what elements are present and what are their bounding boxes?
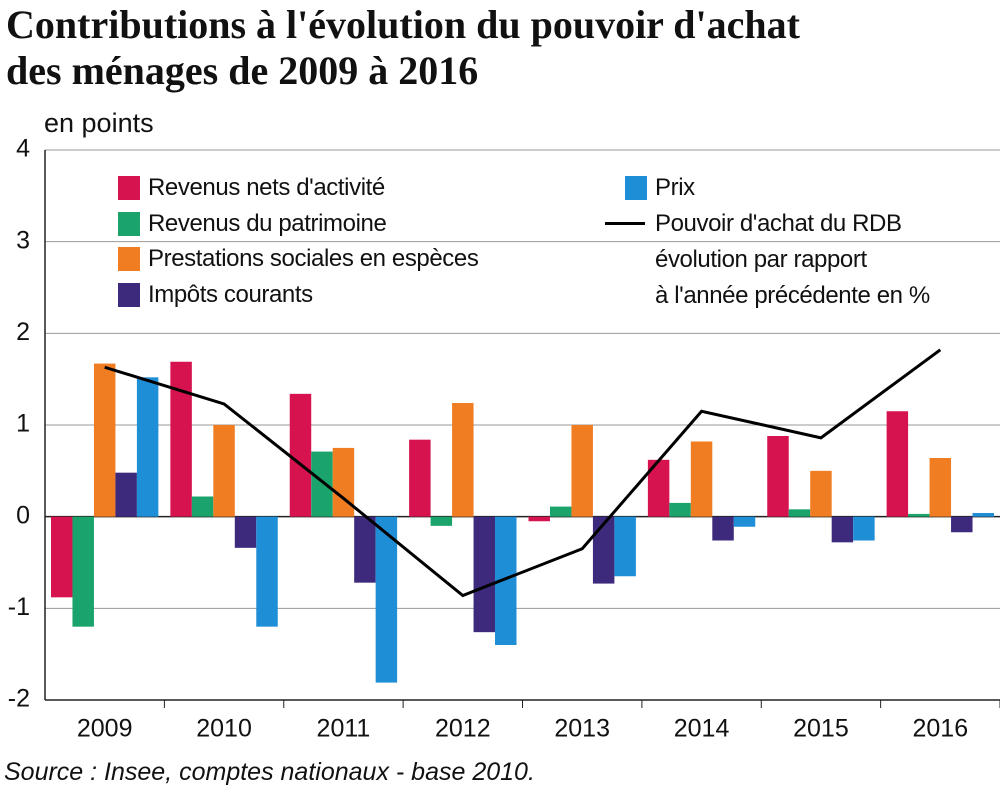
- legend-swatch: [118, 247, 140, 271]
- bar: [951, 516, 973, 533]
- x-tick-label: 2014: [674, 715, 730, 743]
- bar: [614, 516, 636, 577]
- bar: [495, 516, 517, 645]
- bar: [452, 403, 474, 517]
- y-axis-label: en points: [44, 108, 154, 138]
- bar: [972, 513, 994, 517]
- y-tick-label: 4: [16, 135, 30, 163]
- bar: [289, 393, 312, 517]
- bar: [528, 516, 550, 522]
- bar: [234, 516, 257, 548]
- y-tick-label: 1: [16, 410, 30, 438]
- bar: [256, 516, 278, 627]
- bar: [712, 516, 734, 541]
- line: [104, 348, 942, 598]
- bar: [51, 516, 73, 598]
- bar: [430, 516, 453, 526]
- bar: [908, 513, 930, 517]
- x-tick-label: 2013: [554, 715, 610, 743]
- bar: [929, 458, 952, 517]
- bar: [311, 451, 333, 517]
- y-tick-label: -1: [8, 593, 30, 621]
- bar: [810, 470, 832, 517]
- bar: [115, 472, 137, 517]
- bar: [690, 441, 713, 517]
- legend-swatch: [118, 283, 140, 307]
- x-tick-label: 2010: [196, 715, 252, 743]
- legend-label: Revenus nets d'activité: [148, 174, 385, 201]
- legend-label: Impôts courants: [148, 281, 313, 308]
- bar: [354, 516, 376, 583]
- bar: [375, 516, 398, 683]
- bar: [473, 516, 496, 633]
- bar: [788, 509, 811, 517]
- bar: [767, 436, 789, 517]
- legend-swatch: [118, 212, 140, 236]
- bar: [170, 361, 192, 517]
- bar: [592, 516, 615, 584]
- legend-label: Prestations sociales en espèces: [148, 245, 479, 272]
- bar: [409, 439, 431, 517]
- bar: [191, 496, 214, 517]
- legend-label: Prix: [655, 174, 695, 201]
- legend-swatch: [118, 176, 140, 200]
- y-tick-label: 0: [16, 501, 30, 529]
- x-tick-label: 2015: [793, 715, 849, 743]
- bar: [831, 516, 854, 543]
- bar: [72, 516, 94, 627]
- bar: [136, 377, 159, 517]
- source-note: Source : Insee, comptes nationaux - base…: [4, 758, 535, 786]
- x-tick-label: 2011: [317, 715, 371, 743]
- bar: [733, 516, 756, 527]
- bar: [669, 502, 691, 517]
- y-tick-label: 2: [16, 318, 30, 346]
- bar: [93, 363, 116, 517]
- bar: [332, 447, 355, 517]
- x-tick-label: 2012: [435, 715, 491, 743]
- y-tick-label: 3: [16, 226, 30, 254]
- x-tick-label: 2016: [913, 715, 969, 743]
- legend-swatch: [625, 176, 647, 200]
- legend-swatch: [605, 222, 645, 225]
- x-tick-label: 2009: [77, 715, 133, 743]
- bar: [549, 506, 572, 517]
- bar: [853, 516, 875, 541]
- legend-label: Revenus du patrimoine: [148, 210, 387, 237]
- bar: [571, 425, 593, 517]
- chart-title: Contributions à l'évolution du pouvoir d…: [6, 2, 800, 93]
- legend-label: Pouvoir d'achat du RDB évolution par rap…: [655, 210, 930, 309]
- y-tick-label: -2: [8, 685, 30, 713]
- bar: [647, 459, 670, 517]
- bar: [213, 425, 235, 517]
- bar: [886, 411, 909, 517]
